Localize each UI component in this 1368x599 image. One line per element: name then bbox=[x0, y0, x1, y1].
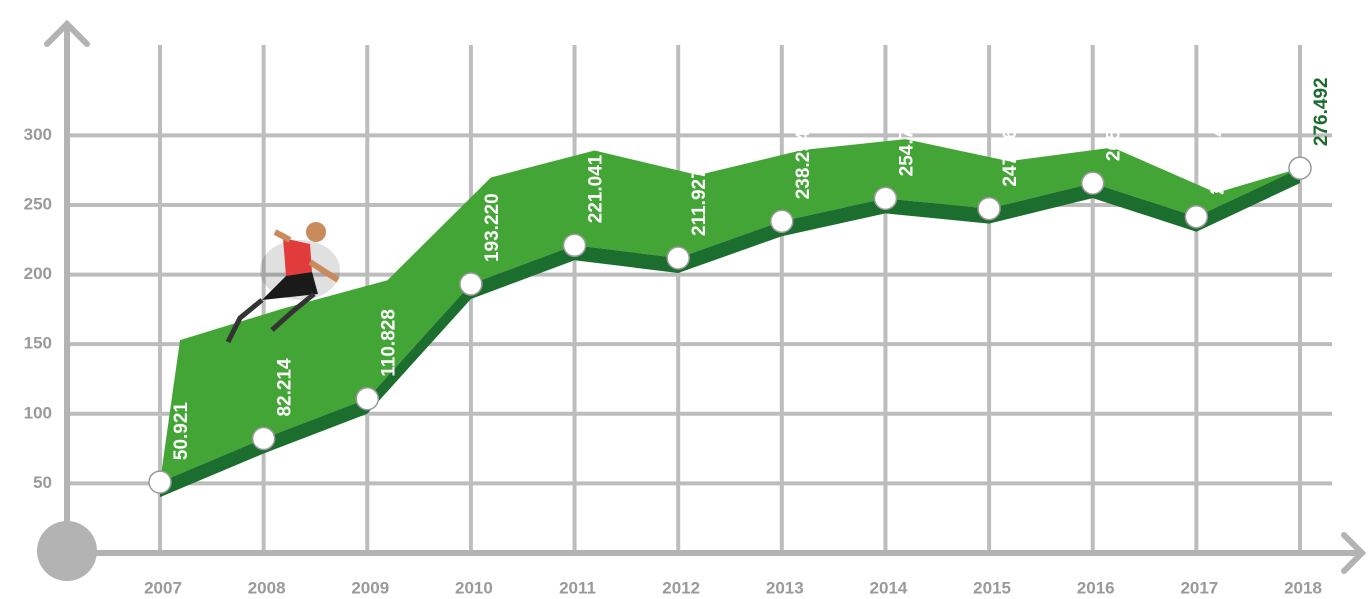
data-label: 110.828 bbox=[378, 309, 399, 377]
data-point bbox=[874, 187, 896, 209]
data-label: 211.927 bbox=[689, 168, 710, 236]
data-point bbox=[253, 428, 275, 450]
origin-dot bbox=[37, 521, 97, 581]
data-label: 241.584 bbox=[1207, 126, 1228, 195]
x-tick-label: 2018 bbox=[1284, 578, 1322, 597]
y-tick-label: 50 bbox=[33, 473, 52, 492]
data-point bbox=[564, 234, 586, 256]
data-point bbox=[771, 210, 793, 232]
y-tick-label: 200 bbox=[24, 264, 52, 283]
area-surface bbox=[160, 139, 1300, 482]
x-tick-label: 2007 bbox=[144, 578, 182, 597]
data-label: 221.041 bbox=[586, 154, 607, 223]
x-tick-label: 2013 bbox=[766, 578, 804, 597]
x-tick-label: 2009 bbox=[351, 578, 389, 597]
data-point bbox=[667, 247, 689, 269]
x-tick-label: 2016 bbox=[1077, 578, 1115, 597]
data-label: 276.492 bbox=[1311, 77, 1332, 146]
y-tick-label: 150 bbox=[24, 334, 52, 353]
x-tick-label: 2011 bbox=[559, 578, 596, 597]
data-point bbox=[1185, 206, 1207, 228]
data-point bbox=[356, 388, 378, 410]
data-point bbox=[149, 471, 171, 493]
y-tick-label: 300 bbox=[24, 125, 52, 144]
data-point bbox=[460, 273, 482, 295]
data-label: 247.361 bbox=[1000, 118, 1021, 187]
grid bbox=[67, 45, 1332, 553]
y-tick-label: 100 bbox=[24, 403, 52, 422]
x-tick-label: 2015 bbox=[973, 578, 1011, 597]
data-point bbox=[978, 198, 1000, 220]
data-label: 50.921 bbox=[171, 402, 192, 461]
data-label: 82.214 bbox=[275, 358, 296, 417]
data-label: 254.753 bbox=[896, 108, 917, 177]
x-tick-label: 2008 bbox=[248, 578, 286, 597]
data-label: 193.220 bbox=[482, 193, 503, 262]
axes bbox=[37, 24, 1362, 581]
x-tick-label: 2010 bbox=[455, 578, 493, 597]
x-tick-label: 2017 bbox=[1180, 578, 1218, 597]
y-tick-label: 250 bbox=[24, 194, 52, 213]
x-tick-label: 2012 bbox=[662, 578, 700, 597]
data-label: 238.294 bbox=[793, 130, 814, 199]
data-point bbox=[1082, 172, 1104, 194]
x-tick-label: 2014 bbox=[870, 578, 908, 597]
chart: 50.921 82.214 110.828 193.220 221.041 211.927… bbox=[0, 0, 1368, 599]
data-point bbox=[1289, 157, 1311, 179]
data-label: 265.727 bbox=[1104, 92, 1125, 161]
